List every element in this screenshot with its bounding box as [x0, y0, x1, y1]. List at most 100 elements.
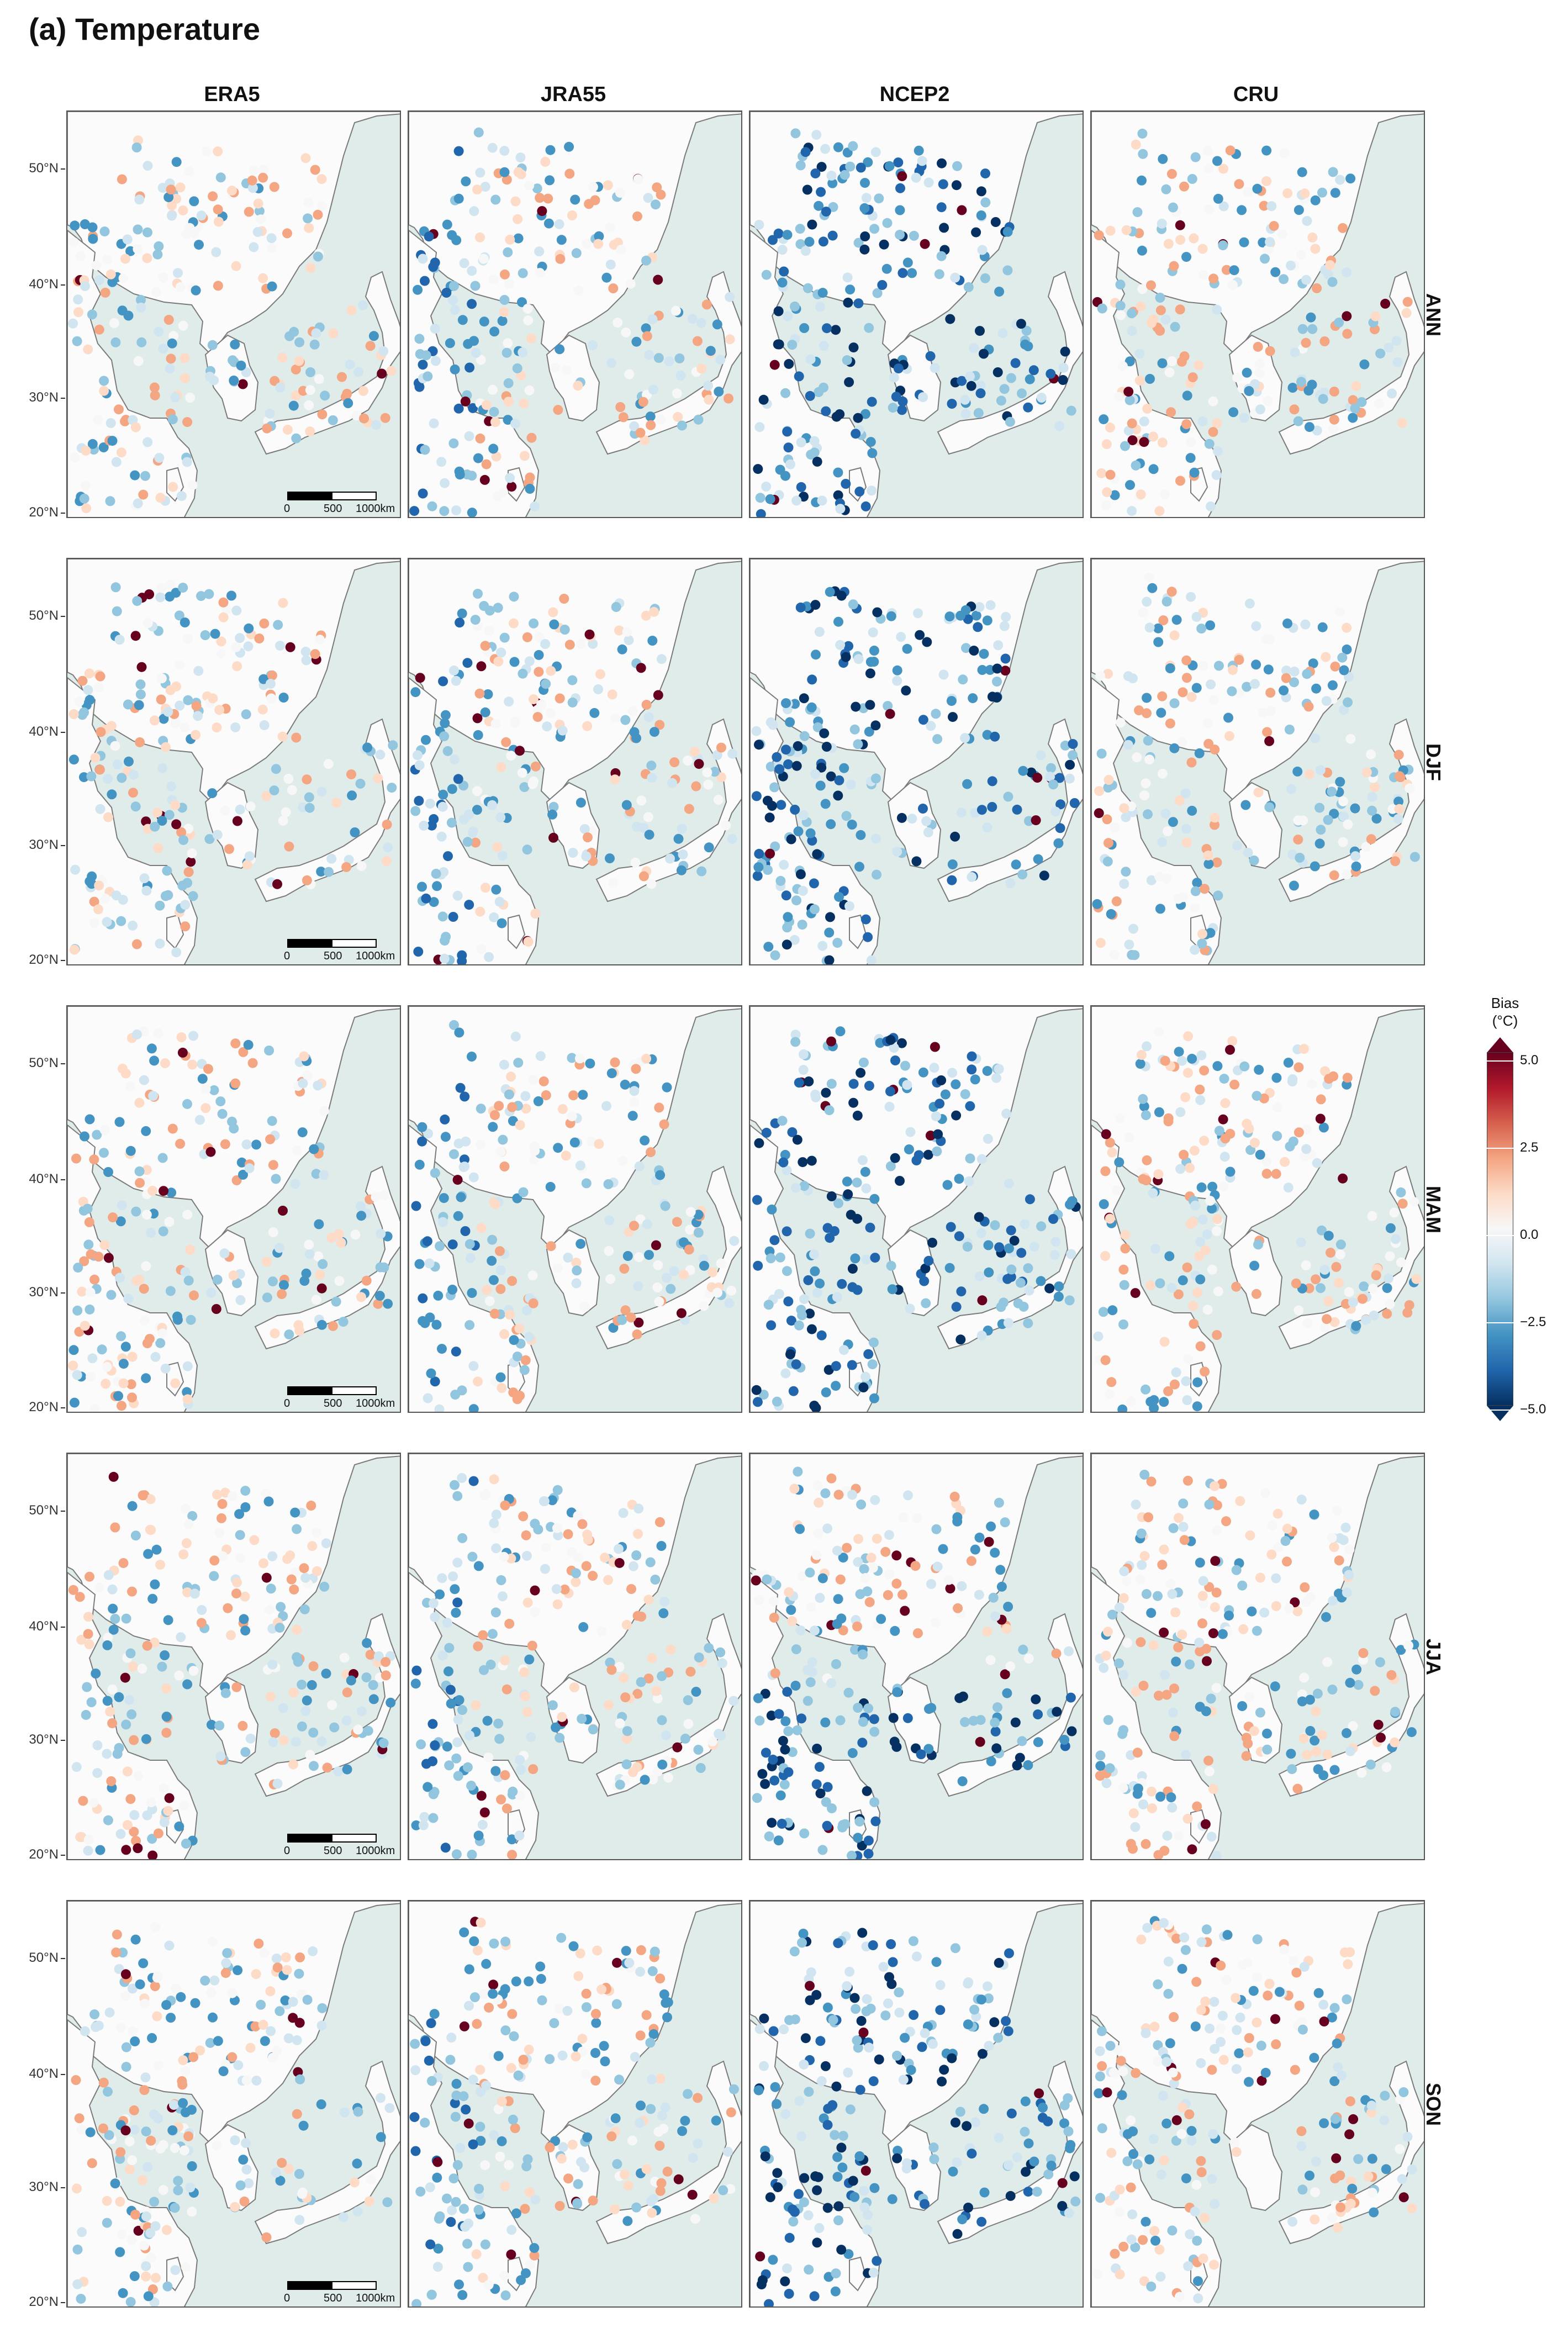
station-marker — [895, 1176, 905, 1186]
station-marker — [688, 2153, 698, 2163]
station-marker — [532, 712, 543, 722]
station-marker — [564, 141, 574, 152]
station-marker — [536, 1973, 546, 1984]
station-marker — [1198, 270, 1208, 280]
station-marker — [149, 1055, 160, 1066]
station-marker — [495, 1284, 506, 1294]
station-marker — [462, 837, 473, 847]
station-marker — [1198, 1576, 1208, 1586]
station-marker — [869, 2183, 880, 2193]
station-marker — [644, 830, 654, 840]
station-marker — [779, 266, 789, 277]
station-marker — [1136, 301, 1146, 312]
station-marker — [664, 356, 674, 367]
station-marker — [1350, 803, 1360, 814]
station-marker — [1154, 506, 1165, 516]
station-marker — [175, 659, 185, 670]
station-marker — [171, 947, 182, 958]
station-marker — [769, 1775, 780, 1786]
station-marker — [1174, 1831, 1184, 1841]
station-marker — [183, 634, 193, 644]
station-marker — [362, 742, 373, 753]
station-marker — [452, 1175, 463, 1185]
station-marker — [1010, 358, 1021, 368]
station-marker — [1113, 1658, 1124, 1669]
station-marker — [653, 1260, 663, 1270]
map-panel-jra55-jja — [408, 1453, 742, 1860]
station-marker — [765, 494, 775, 504]
station-marker — [962, 1242, 973, 1252]
station-marker — [141, 2261, 151, 2272]
station-marker — [126, 2235, 137, 2245]
station-marker — [197, 1605, 207, 1615]
station-marker — [1189, 1146, 1200, 1156]
station-marker — [938, 1544, 948, 1554]
station-marker — [1283, 1183, 1294, 1193]
station-marker — [622, 1734, 632, 1744]
station-marker — [1204, 439, 1215, 449]
station-marker — [684, 1244, 694, 1255]
station-marker — [293, 1656, 303, 1667]
station-marker — [308, 1946, 318, 1956]
station-marker — [472, 2019, 482, 2029]
station-marker — [341, 862, 352, 872]
station-marker — [148, 1091, 159, 1101]
station-marker — [1166, 1282, 1177, 1293]
station-marker — [1002, 226, 1013, 237]
station-marker — [438, 789, 448, 800]
station-marker — [1104, 838, 1113, 848]
station-marker — [568, 848, 578, 858]
station-marker — [237, 1720, 248, 1731]
station-marker — [1371, 1270, 1381, 1280]
station-marker — [1148, 314, 1159, 324]
station-marker — [118, 1558, 129, 1568]
station-marker — [1204, 204, 1215, 215]
station-marker — [431, 869, 441, 879]
station-marker — [174, 610, 184, 621]
station-marker — [439, 953, 450, 964]
station-marker — [171, 681, 182, 691]
station-marker — [542, 721, 552, 732]
station-marker — [258, 674, 269, 684]
station-marker — [1387, 388, 1397, 399]
station-marker — [652, 1282, 663, 1292]
station-marker — [1210, 820, 1219, 830]
station-marker — [1150, 1244, 1160, 1254]
station-marker — [616, 245, 626, 255]
station-marker — [1321, 652, 1331, 662]
station-marker — [852, 1621, 862, 1632]
station-marker — [822, 1820, 832, 1831]
station-marker — [819, 728, 830, 738]
station-marker — [497, 316, 508, 326]
station-marker — [870, 1495, 880, 1505]
station-marker — [1348, 1721, 1358, 1732]
station-marker — [1006, 2108, 1017, 2119]
station-marker — [715, 1647, 726, 1658]
station-marker — [247, 1058, 258, 1068]
station-marker — [207, 340, 218, 350]
station-marker — [921, 1298, 931, 1308]
station-marker — [1203, 718, 1213, 729]
station-marker — [676, 865, 687, 875]
station-marker — [1282, 1556, 1292, 1567]
station-marker — [311, 328, 321, 339]
station-marker — [752, 1397, 763, 1407]
station-marker — [774, 339, 784, 350]
station-marker — [514, 1830, 525, 1841]
station-marker — [1181, 252, 1191, 262]
station-marker — [662, 2166, 673, 2177]
station-marker — [475, 2065, 485, 2075]
station-marker — [1200, 1366, 1210, 1377]
station-marker — [87, 439, 98, 449]
station-marker — [779, 859, 789, 870]
station-marker — [295, 2074, 305, 2084]
station-marker — [1342, 267, 1352, 278]
station-marker — [381, 1670, 391, 1681]
station-marker — [794, 1320, 804, 1331]
station-marker — [1144, 2154, 1155, 2165]
station-marker — [267, 1276, 278, 1287]
station-marker — [1010, 1717, 1021, 1728]
station-marker — [100, 287, 110, 298]
station-marker — [1117, 2090, 1127, 2100]
station-marker — [523, 937, 534, 947]
